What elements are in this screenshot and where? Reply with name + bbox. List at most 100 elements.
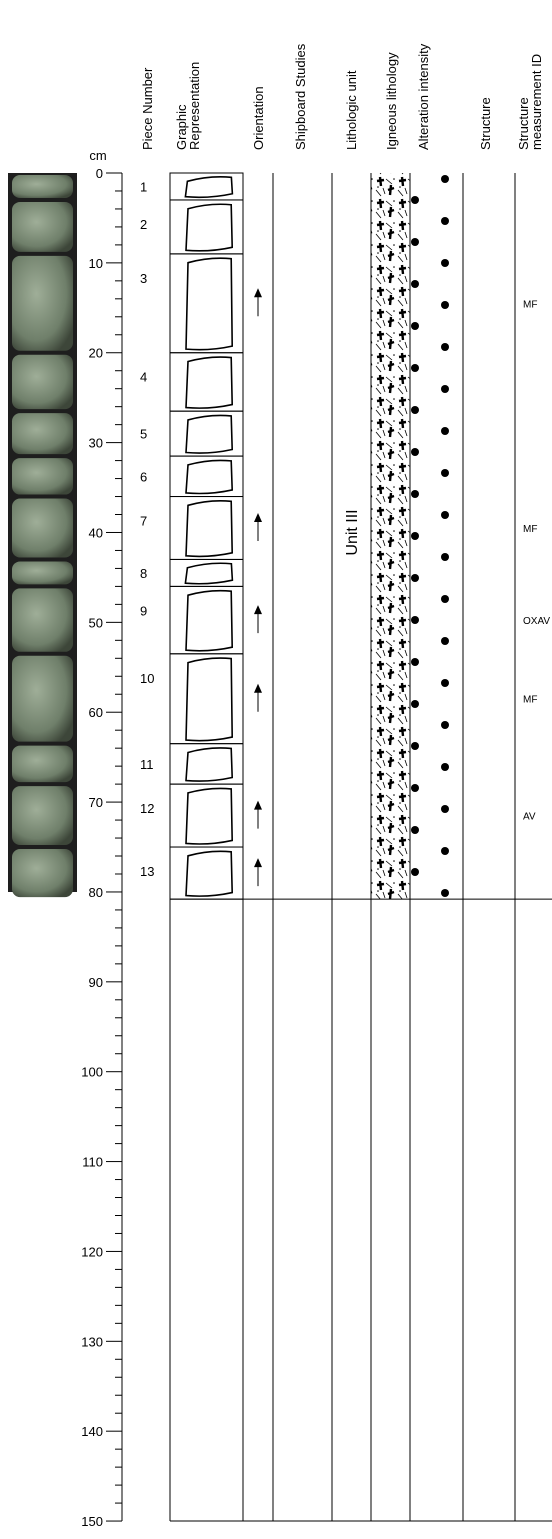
piece-sketch xyxy=(186,851,232,896)
core-photo-piece xyxy=(12,786,73,845)
core-photo-piece xyxy=(12,588,73,651)
alteration-dot xyxy=(411,700,419,708)
alteration-dot xyxy=(441,637,449,645)
alteration-dot xyxy=(441,679,449,687)
piece-sketch xyxy=(186,658,232,741)
piece-sketch xyxy=(185,563,232,583)
depth-label: 60 xyxy=(89,705,103,720)
alteration-dot xyxy=(441,385,449,393)
core-photo-piece xyxy=(12,413,73,454)
alteration-dot xyxy=(411,490,419,498)
alteration-dot xyxy=(441,763,449,771)
structure-id: OXAV xyxy=(523,616,550,627)
piece-number: 10 xyxy=(140,671,154,686)
alteration-dot xyxy=(411,616,419,624)
piece-sketch xyxy=(186,591,232,651)
header-shipboard: Shipboard Studies xyxy=(293,43,308,150)
alteration-dot xyxy=(441,889,449,897)
alteration-dot xyxy=(411,868,419,876)
alteration-dot xyxy=(441,847,449,855)
core-photo-piece xyxy=(12,499,73,558)
alteration-dot xyxy=(441,805,449,813)
piece-sketch xyxy=(186,204,232,251)
depth-label: 80 xyxy=(89,885,103,900)
core-photo-piece xyxy=(12,458,73,494)
header-orientation: Orientation xyxy=(251,86,266,150)
alteration-dot xyxy=(441,511,449,519)
piece-number: 12 xyxy=(140,801,154,816)
piece-sketch xyxy=(186,258,232,350)
header-lithologic-unit: Lithologic unit xyxy=(344,70,359,150)
piece-sketch xyxy=(185,177,232,197)
core-photo-piece xyxy=(12,656,73,742)
orientation-arrowhead xyxy=(254,513,262,522)
core-sheet: cm Piece NumberGraphicRepresentationOrie… xyxy=(0,0,552,1534)
core-photo-piece xyxy=(12,202,73,252)
alteration-dot xyxy=(411,448,419,456)
alteration-dot xyxy=(441,469,449,477)
alteration-dot xyxy=(411,574,419,582)
piece-sketch xyxy=(186,460,232,493)
piece-number: 8 xyxy=(140,566,147,581)
piece-number: 7 xyxy=(140,514,147,529)
alteration-dot xyxy=(411,196,419,204)
alteration-dot xyxy=(411,742,419,750)
depth-label: 110 xyxy=(82,1155,103,1170)
orientation-arrowhead xyxy=(254,684,262,693)
alteration-dot xyxy=(441,553,449,561)
depth-label: 70 xyxy=(89,795,103,810)
header-piece-number: Piece Number xyxy=(140,67,155,150)
structure-id: MF xyxy=(523,299,537,310)
orientation-arrowhead xyxy=(254,605,262,614)
piece-number: 11 xyxy=(140,757,154,772)
depth-label: 150 xyxy=(81,1514,103,1529)
depth-label: 0 xyxy=(96,166,103,181)
header-structure-id: measurement ID xyxy=(529,54,544,150)
alteration-dot xyxy=(441,259,449,267)
alteration-dot xyxy=(411,826,419,834)
alteration-dot xyxy=(441,721,449,729)
depth-label: 90 xyxy=(89,975,103,990)
unit-label: Unit III xyxy=(344,509,361,555)
depth-label: 120 xyxy=(81,1244,103,1259)
structure-id: AV xyxy=(523,812,536,823)
structure-id: MF xyxy=(523,695,537,706)
depth-label: 130 xyxy=(81,1334,103,1349)
alteration-dot xyxy=(441,343,449,351)
alteration-dot xyxy=(411,406,419,414)
core-photo-piece xyxy=(12,175,73,198)
structure-id: MF xyxy=(523,524,537,535)
depth-label: 140 xyxy=(81,1424,103,1439)
depth-label: 30 xyxy=(89,436,103,451)
alteration-dot xyxy=(441,301,449,309)
depth-label: 40 xyxy=(89,525,103,540)
piece-number: 5 xyxy=(140,427,147,442)
alteration-dot xyxy=(441,427,449,435)
alteration-dot xyxy=(411,364,419,372)
piece-sketch xyxy=(186,357,232,408)
alteration-dot xyxy=(441,175,449,183)
header-graphic: Representation xyxy=(187,62,202,150)
alteration-dot xyxy=(441,595,449,603)
header-structure: Structure xyxy=(478,97,493,150)
orientation-arrowhead xyxy=(254,801,262,810)
depth-label: 20 xyxy=(89,346,103,361)
header-alteration: Alteration intensity xyxy=(416,43,431,150)
piece-sketch xyxy=(186,415,232,453)
piece-number: 4 xyxy=(140,370,147,385)
piece-number: 13 xyxy=(140,864,154,879)
piece-number: 2 xyxy=(140,217,147,232)
alteration-dot xyxy=(411,784,419,792)
core-photo-piece xyxy=(12,256,73,351)
core-photo-piece xyxy=(12,355,73,409)
core-photo-piece xyxy=(12,849,73,897)
alteration-dot xyxy=(411,322,419,330)
alteration-dot xyxy=(411,532,419,540)
orientation-arrowhead xyxy=(254,858,262,867)
alteration-dot xyxy=(411,238,419,246)
core-photo-piece xyxy=(12,746,73,782)
alteration-dot xyxy=(411,658,419,666)
depth-label: 50 xyxy=(89,615,103,630)
piece-number: 1 xyxy=(140,179,147,194)
